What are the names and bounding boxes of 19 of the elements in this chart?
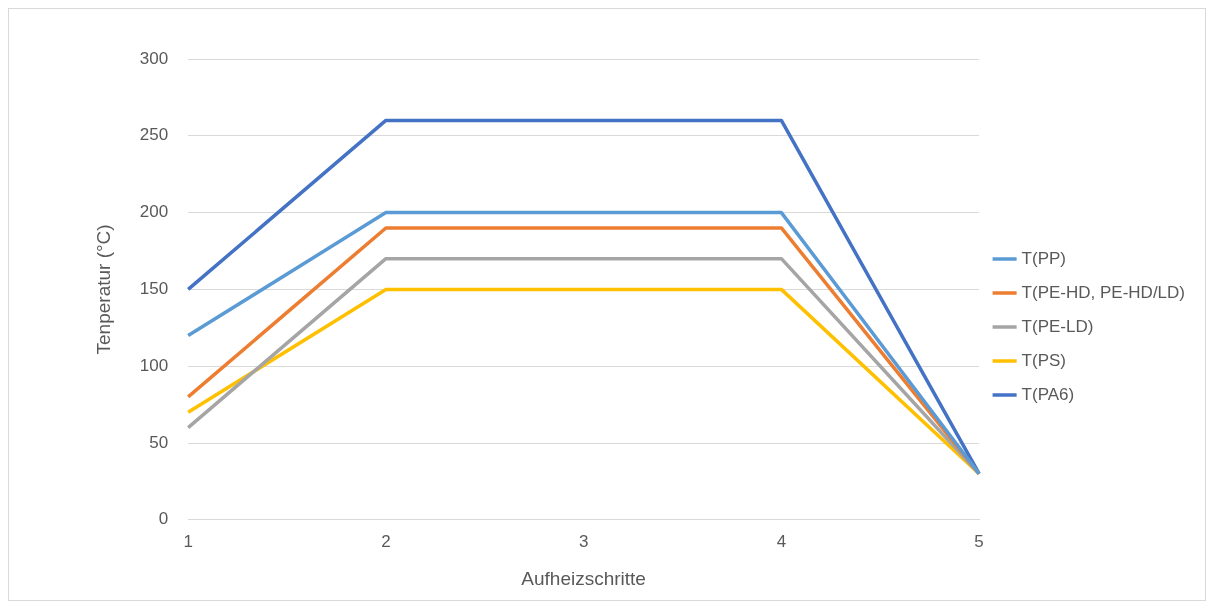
legend-label: T(PE-LD) (1021, 316, 1094, 336)
legend-label: T(PS) (1021, 350, 1066, 370)
y-axis-title: Tenperatur (°C) (92, 224, 114, 355)
x-tick-label: 5 (974, 531, 984, 551)
y-tick-label: 200 (139, 202, 169, 222)
y-tick-label: 150 (139, 279, 169, 299)
legend-label: T(PE-HD, PE-HD/LD) (1021, 282, 1186, 302)
y-tick-label: 300 (139, 48, 169, 68)
x-tick-label: 1 (183, 531, 193, 551)
legend-label: T(PA6) (1021, 384, 1075, 404)
x-axis-title: Aufheizschritte (521, 567, 646, 589)
y-tick-label: 100 (139, 355, 169, 375)
x-tick-label: 3 (578, 531, 589, 551)
x-tick-label: 4 (776, 531, 787, 551)
x-tick-label: 2 (381, 531, 391, 551)
legend-label: T(PP) (1021, 248, 1066, 268)
y-tick-label: 250 (139, 125, 169, 145)
y-tick-label: 50 (149, 432, 169, 452)
y-tick-label: 0 (158, 509, 169, 529)
